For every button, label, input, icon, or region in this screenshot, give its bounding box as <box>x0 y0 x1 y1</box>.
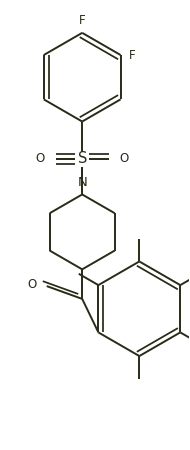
Text: O: O <box>120 153 129 166</box>
Text: O: O <box>28 278 37 291</box>
Text: O: O <box>36 153 45 166</box>
Text: S: S <box>78 152 87 166</box>
Text: N: N <box>77 176 87 189</box>
Text: F: F <box>128 49 135 62</box>
Text: F: F <box>79 14 86 27</box>
